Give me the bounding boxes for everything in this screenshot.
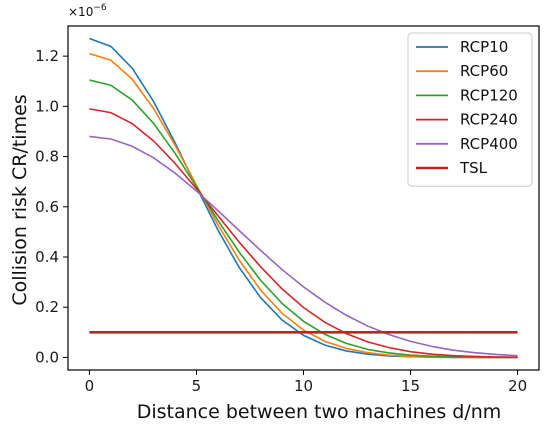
series-line-rcp240 bbox=[89, 108, 518, 358]
legend: RCP10 RCP60 RCP120 RCP240 RCP400 TSL bbox=[407, 32, 533, 187]
y-axis-ticks: 0.0 0.2 0.4 0.6 0.8 1.0 1.2 bbox=[35, 47, 68, 366]
x-tick-label: 0 bbox=[85, 377, 95, 395]
y-tick-label: 1.2 bbox=[35, 47, 59, 65]
legend-label-tsl: TSL bbox=[459, 159, 488, 177]
legend-label-rcp400: RCP400 bbox=[460, 135, 518, 153]
legend-label-rcp120: RCP120 bbox=[460, 86, 518, 104]
x-tick-label: 5 bbox=[192, 377, 202, 395]
y-tick-label: 0.4 bbox=[35, 248, 59, 266]
y-tick-label: 0.0 bbox=[35, 348, 59, 366]
y-tick-label: 0.6 bbox=[35, 198, 59, 216]
y-tick-label: 0.8 bbox=[35, 148, 59, 166]
x-tick-label: 10 bbox=[294, 377, 313, 395]
series-line-rcp400 bbox=[89, 135, 518, 357]
x-axis-label: Distance between two machines d/nm bbox=[137, 401, 502, 423]
y-axis-label: Collision risk CR/times bbox=[9, 94, 31, 305]
legend-label-rcp60: RCP60 bbox=[460, 62, 508, 80]
y-tick-label: 0.2 bbox=[35, 298, 59, 316]
x-tick-label: 15 bbox=[401, 377, 420, 395]
legend-label-rcp10: RCP10 bbox=[460, 38, 508, 56]
x-axis-ticks: 0 5 10 15 20 bbox=[85, 370, 527, 395]
x-tick-label: 20 bbox=[508, 377, 527, 395]
series-lines bbox=[89, 37, 518, 359]
legend-label-rcp240: RCP240 bbox=[460, 111, 518, 129]
y-tick-label: 1.0 bbox=[35, 97, 59, 115]
y-axis-multiplier: ×10−6 bbox=[68, 3, 107, 19]
series-line-rcp120 bbox=[89, 79, 518, 359]
